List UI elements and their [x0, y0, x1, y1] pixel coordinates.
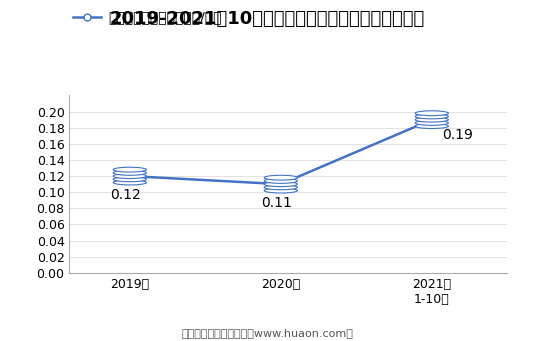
- Ellipse shape: [264, 175, 297, 180]
- Ellipse shape: [415, 114, 449, 119]
- Text: 2019-2021年10月郑州商品交易所棉花期权成交均价: 2019-2021年10月郑州商品交易所棉花期权成交均价: [109, 10, 425, 28]
- Ellipse shape: [264, 182, 297, 187]
- Text: 0.12: 0.12: [110, 188, 141, 202]
- Ellipse shape: [415, 120, 449, 125]
- Ellipse shape: [264, 188, 297, 193]
- Legend: 棉花期权成交均价（万元/手）: 棉花期权成交均价（万元/手）: [68, 5, 227, 30]
- Ellipse shape: [113, 170, 146, 175]
- Ellipse shape: [113, 177, 146, 182]
- Ellipse shape: [264, 178, 297, 183]
- Text: 制图：华经产业研究院（www.huaon.com）: 制图：华经产业研究院（www.huaon.com）: [181, 328, 353, 338]
- Text: 0.19: 0.19: [442, 128, 473, 142]
- Ellipse shape: [264, 185, 297, 190]
- Ellipse shape: [113, 180, 146, 185]
- Ellipse shape: [113, 174, 146, 178]
- Ellipse shape: [415, 124, 449, 129]
- Ellipse shape: [415, 117, 449, 122]
- Ellipse shape: [415, 111, 449, 116]
- Text: 0.11: 0.11: [261, 196, 292, 210]
- Ellipse shape: [113, 167, 146, 172]
